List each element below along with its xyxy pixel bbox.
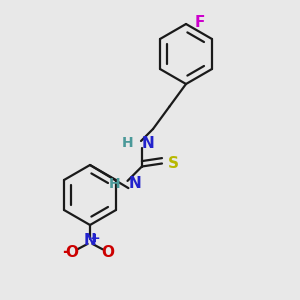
Text: -: - [62,243,69,261]
Text: N: N [128,176,141,191]
Text: O: O [65,245,79,260]
Text: N: N [84,233,96,248]
Text: H: H [122,136,134,150]
Text: F: F [194,15,205,30]
Text: O: O [101,245,115,260]
Text: +: + [90,232,101,245]
Text: H: H [109,177,120,190]
Text: S: S [167,156,178,171]
Text: N: N [142,136,155,151]
